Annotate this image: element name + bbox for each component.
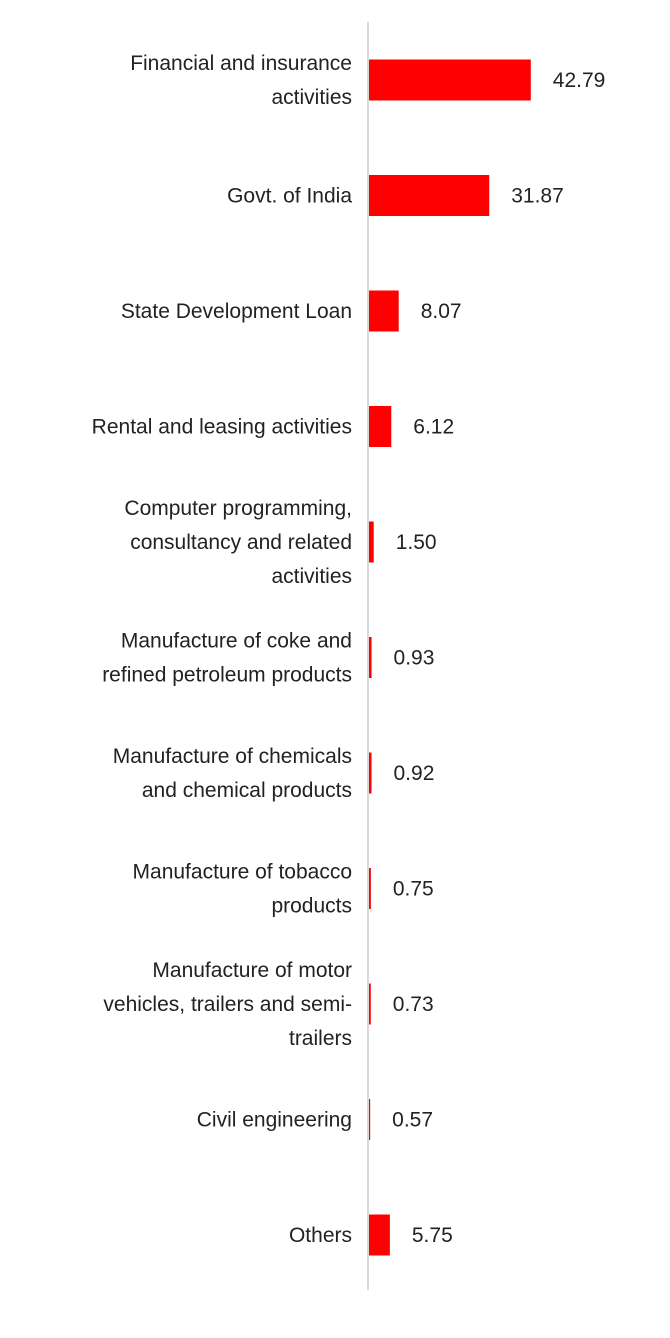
category-label-line: vehicles, trailers and semi- — [103, 993, 352, 1016]
value-label-8: 0.73 — [393, 993, 434, 1016]
bar-10 — [368, 1214, 390, 1256]
category-label-line: Rental and leasing activities — [92, 416, 352, 439]
value-label-4: 1.50 — [396, 531, 437, 554]
category-label-2: State Development Loan — [121, 300, 352, 323]
value-label-3: 6.12 — [413, 416, 454, 439]
category-label-line: and chemical products — [142, 779, 352, 802]
category-label-10: Others — [289, 1224, 352, 1247]
bar-4 — [368, 521, 374, 563]
category-label-line: Civil engineering — [197, 1109, 352, 1132]
category-label-line: Others — [289, 1224, 352, 1247]
bar-1 — [368, 175, 490, 216]
category-label-line: activities — [271, 565, 352, 588]
category-label-0: Financial and insurance activities — [130, 52, 352, 109]
bar-9 — [368, 1099, 371, 1140]
category-label-3: Rental and leasing activities — [92, 416, 352, 439]
category-label-line: State Development Loan — [121, 300, 352, 323]
category-label-line: Manufacture of tobacco — [133, 861, 352, 884]
category-label-line: Financial and insurance — [130, 52, 352, 75]
bars-layer — [368, 59, 531, 1256]
category-label-line: products — [271, 895, 352, 918]
category-label-1: Govt. of India — [227, 185, 352, 208]
bar-2 — [368, 290, 399, 332]
category-label-4: Computer programming, consultancy and rel… — [124, 497, 352, 588]
value-label-6: 0.92 — [394, 762, 435, 785]
category-label-line: Manufacture of chemicals — [113, 745, 352, 768]
value-label-2: 8.07 — [421, 300, 462, 323]
category-label-5: Manufacture of coke and refined petroleum… — [102, 630, 352, 687]
value-label-0: 42.79 — [553, 69, 606, 92]
category-label-7: Manufacture of tobacco products — [133, 861, 352, 918]
category-label-6: Manufacture of chemicals and chemical pro… — [113, 745, 352, 802]
category-label-line: activities — [271, 86, 352, 109]
value-labels-layer: 42.79 31.87 8.07 6.12 1.50 0.93 0.92 0.75 0.73 0.… — [392, 69, 605, 1247]
category-label-9: Civil engineering — [197, 1109, 352, 1132]
category-label-line: consultancy and related — [130, 531, 352, 554]
bar-0 — [368, 59, 531, 101]
value-label-10: 5.75 — [412, 1224, 453, 1247]
category-labels-layer: Financial and insurance activities Govt. o… — [92, 52, 353, 1247]
value-label-7: 0.75 — [393, 878, 434, 901]
category-label-8: Manufacture of motor vehicles, trailers a… — [103, 959, 352, 1050]
category-label-line: trailers — [289, 1027, 352, 1050]
category-label-line: Manufacture of coke and — [121, 630, 352, 653]
bar-5 — [368, 637, 372, 678]
bar-8 — [368, 983, 371, 1025]
value-label-9: 0.57 — [392, 1109, 433, 1132]
bar-7 — [368, 868, 371, 909]
category-label-line: refined petroleum products — [102, 664, 352, 687]
category-label-line: Govt. of India — [227, 185, 352, 208]
category-label-line: Manufacture of motor — [152, 959, 352, 982]
bar-3 — [368, 406, 392, 447]
category-label-line: Computer programming, — [124, 497, 352, 520]
value-label-1: 31.87 — [511, 185, 564, 208]
bar-6 — [368, 752, 372, 794]
value-label-5: 0.93 — [394, 647, 435, 670]
